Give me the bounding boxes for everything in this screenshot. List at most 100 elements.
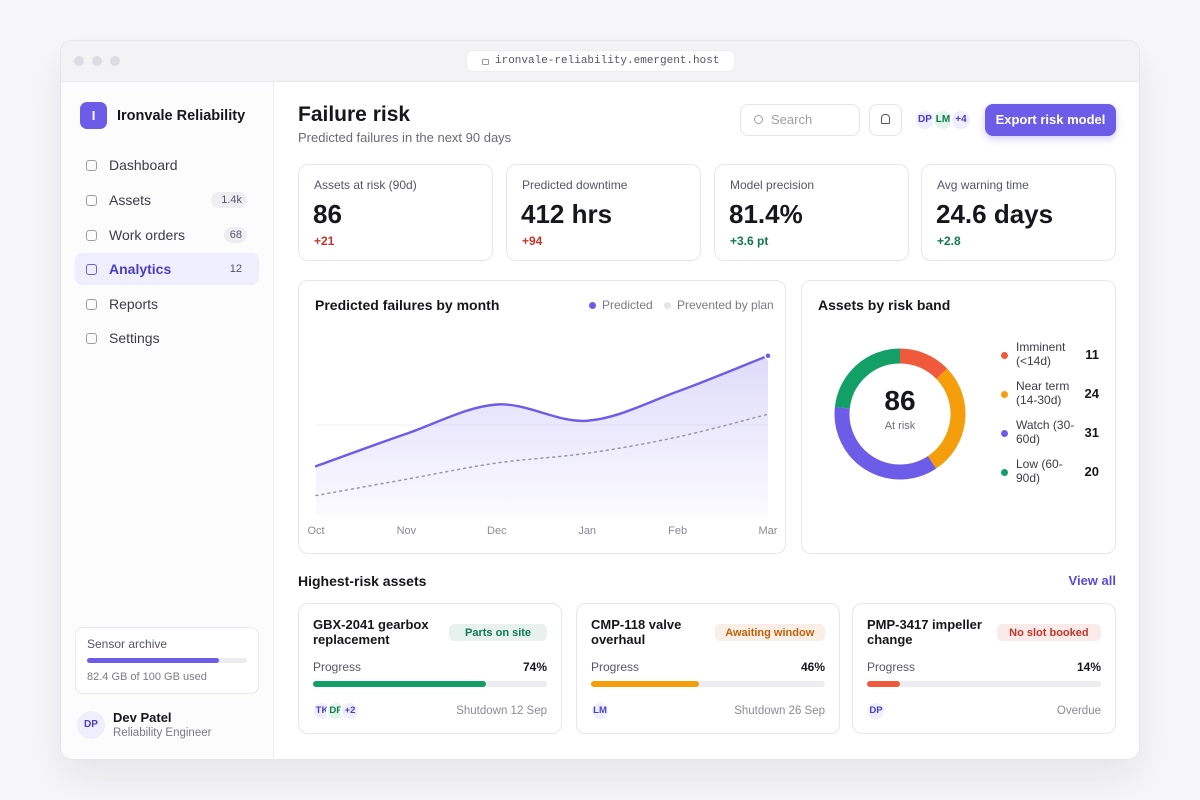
donut-segment	[834, 406, 937, 480]
kpi-label: Model precision	[730, 178, 815, 192]
user-avatar	[77, 711, 105, 739]
status-pill-label: Awaiting window	[725, 626, 815, 639]
nav-item[interactable]: Settings	[109, 330, 160, 346]
kpi-value: 412 hrs	[521, 199, 613, 229]
nav-item[interactable]: Analytics	[109, 261, 172, 277]
card-footer: Overdue	[1056, 705, 1101, 717]
url-bar	[466, 50, 735, 72]
nav-item[interactable]: Reports	[109, 296, 159, 312]
x-tick-label: Jan	[578, 525, 597, 537]
brand-logo	[80, 102, 107, 129]
header-avatar-text: DP	[918, 114, 932, 125]
progress-label: Progress	[867, 660, 916, 674]
donut-segment	[899, 348, 948, 380]
legend-dot	[1001, 351, 1008, 359]
status-pill-label: No slot booked	[1009, 626, 1089, 639]
storage-fill	[87, 658, 219, 663]
nav-icon	[86, 333, 97, 344]
kpi-label: Predicted downtime	[522, 178, 628, 192]
kpi-label: Assets at risk (90d)	[314, 178, 417, 192]
kpi-delta: +21	[314, 234, 335, 248]
search-box[interactable]	[740, 104, 860, 136]
status-pill-label: Parts on site	[465, 626, 532, 639]
asset-name: CMP-118 valve overhaul	[591, 617, 682, 647]
nav-badge: 12	[229, 263, 242, 275]
card-avatar-text: LM	[593, 705, 607, 716]
x-tick-label: Mar	[758, 525, 778, 537]
legend-label: Watch (30-60d)	[1016, 418, 1075, 446]
kpi-value: 24.6 days	[936, 199, 1054, 229]
donut-segment	[927, 368, 966, 469]
user-role: Reliability Engineer	[113, 727, 212, 739]
card-footer: Shutdown 12 Sep	[456, 705, 547, 717]
asset-name: PMP-3417 impeller change	[867, 617, 982, 647]
kpi-delta: +2.8	[937, 234, 961, 248]
progress-fill	[867, 681, 900, 687]
nav-icon	[86, 230, 97, 241]
end-point	[764, 352, 772, 360]
x-tick-label: Feb	[668, 525, 688, 537]
kpi-card	[506, 164, 701, 261]
progress-label: Progress	[591, 660, 640, 674]
user-name: Dev Patel	[113, 710, 172, 725]
legend-label: Imminent (<14d)	[1016, 340, 1066, 368]
header-avatar-text: LM	[935, 114, 951, 125]
view-all-link[interactable]: View all	[1068, 573, 1116, 588]
export-button[interactable]	[985, 104, 1116, 136]
header-avatar-text: +4	[955, 114, 967, 125]
kpi-card	[298, 164, 493, 261]
legend-label: Near term (14-30d)	[1016, 379, 1070, 407]
legend-value: 11	[1085, 347, 1099, 362]
export-button-label[interactable]: Export risk model	[995, 112, 1106, 127]
nav-item[interactable]: Work orders	[109, 227, 185, 243]
progress-track	[591, 681, 825, 687]
legend-value: 20	[1084, 464, 1099, 479]
asset-card	[852, 603, 1116, 734]
progress-fill	[591, 681, 699, 687]
card-avatar	[866, 701, 886, 721]
nav-icon	[86, 195, 97, 206]
progress-fill	[313, 681, 487, 687]
bell-button[interactable]	[869, 104, 902, 136]
donut-segment	[834, 348, 901, 409]
kpi-label: Avg warning time	[937, 178, 1029, 192]
legend-label: Low (60-90d)	[1016, 457, 1063, 485]
kpi-card	[921, 164, 1116, 261]
search-placeholder: Search	[771, 112, 813, 127]
card-avatar	[590, 701, 610, 721]
card-avatar-text: TK	[315, 705, 329, 716]
page-subtitle: Predicted failures in the next 90 days	[298, 130, 512, 145]
series-line	[315, 413, 769, 497]
status-pill	[449, 624, 547, 641]
nav-badge: 1.4k	[221, 194, 242, 206]
brand-initial: I	[91, 108, 96, 123]
nav-item[interactable]: Dashboard	[109, 157, 178, 173]
asset-name: GBX-2041 gearbox replacement	[313, 617, 429, 647]
nav-badge: 68	[229, 229, 242, 241]
chart-title: Predicted failures by month	[315, 297, 500, 313]
window-dot	[92, 56, 102, 66]
brand-name: Ironvale Reliability	[117, 108, 246, 124]
legend-dot	[588, 302, 596, 309]
progress-value: 14%	[1076, 660, 1101, 674]
page-title: Failure risk	[298, 103, 411, 126]
x-tick-label: Oct	[307, 525, 325, 537]
legend-value: 31	[1084, 425, 1099, 440]
progress-value: 46%	[800, 660, 825, 674]
progress-value: 74%	[522, 660, 547, 674]
kpi-delta: +3.6 pt	[730, 234, 769, 248]
nav-item[interactable]: Assets	[109, 192, 152, 208]
legend-dot	[1001, 468, 1008, 476]
progress-label: Progress	[313, 660, 362, 674]
card-avatar	[340, 701, 360, 721]
nav-icon	[86, 299, 97, 310]
card-avatar-text: DP	[329, 705, 343, 716]
window-dot	[74, 56, 84, 66]
chart-title: Assets by risk band	[818, 297, 951, 313]
x-tick-label: Dec	[487, 525, 507, 537]
storage-title: Sensor archive	[87, 637, 168, 651]
nav-icon	[86, 264, 97, 275]
asset-card	[576, 603, 840, 734]
